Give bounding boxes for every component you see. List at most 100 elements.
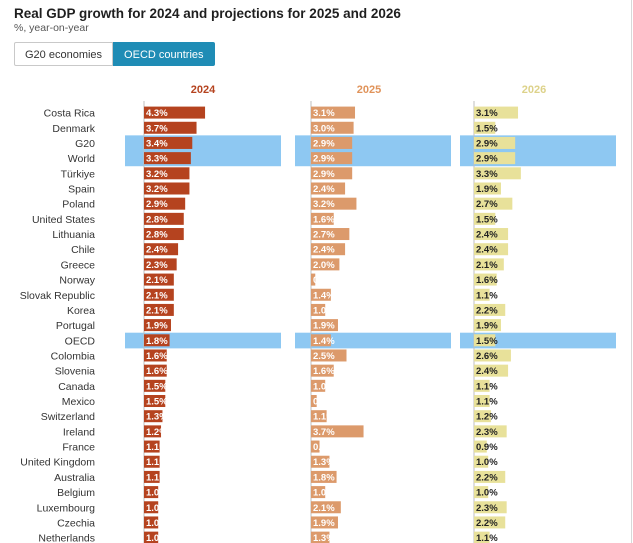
data-label-2025: 1.1%: [313, 412, 335, 423]
category-label: Türkiye: [61, 168, 96, 180]
data-label-2026: 2.2%: [476, 518, 498, 529]
bar-2026: [474, 410, 492, 423]
data-label-2025: 0.3%: [313, 275, 335, 286]
data-label-2024: 2.3%: [146, 260, 168, 271]
data-label-2024: 2.8%: [146, 230, 168, 241]
data-label-2025: 2.9%: [313, 138, 335, 149]
bar-2026: [474, 243, 509, 256]
bar-2026: [474, 228, 509, 241]
category-label: Greece: [61, 259, 96, 271]
bar-2025: [311, 121, 354, 134]
data-label-2026: 2.4%: [476, 245, 498, 256]
bar-2025: [311, 182, 346, 195]
data-label-2024: 1.3%: [146, 412, 168, 423]
bar-2024: [144, 531, 159, 543]
bar-2025: [311, 228, 350, 241]
data-label-2025: 2.5%: [313, 351, 335, 362]
category-label: Norway: [59, 275, 95, 287]
bar-2025: [311, 349, 347, 362]
category-label: G20: [75, 138, 95, 150]
category-label: Luxembourg: [37, 502, 96, 514]
bar-2026: [474, 106, 519, 119]
data-label-2026: 1.0%: [476, 457, 498, 468]
bar-2024: [144, 197, 186, 210]
data-label-2024: 2.1%: [146, 305, 168, 316]
data-label-2024: 1.0%: [146, 503, 168, 514]
data-label-2026: 2.6%: [476, 351, 498, 362]
bar-2025: [311, 425, 364, 438]
category-label: Lithuania: [52, 229, 95, 241]
bar-2024: [144, 410, 163, 423]
bar-2024: [144, 334, 170, 347]
category-label: Australia: [54, 472, 95, 484]
category-label: Mexico: [62, 396, 95, 408]
bar-2026: [474, 334, 496, 347]
data-label-2025: 1.8%: [313, 472, 335, 483]
data-label-2026: 1.6%: [476, 275, 498, 286]
data-label-2025: 1.4%: [313, 290, 335, 301]
bar-2026: [474, 121, 496, 134]
tab-g20-economies[interactable]: G20 economies: [14, 42, 114, 66]
bar-2025: [311, 516, 338, 529]
bar-2025: [311, 106, 356, 119]
series-header-2026: 2026: [522, 84, 546, 96]
bar-2025: [311, 288, 331, 301]
tab-oecd-countries[interactable]: OECD countries: [113, 42, 215, 66]
data-label-2025: 3.2%: [313, 199, 335, 210]
data-label-2025: 1.3%: [313, 457, 335, 468]
data-label-2024: 2.8%: [146, 214, 168, 225]
data-label-2024: 1.0%: [146, 488, 168, 499]
bar-2024: [144, 455, 160, 468]
category-label: Portugal: [56, 320, 95, 332]
category-label: Colombia: [51, 350, 96, 362]
bar-2026: [474, 486, 489, 499]
bar-2025: [311, 395, 317, 408]
data-label-2024: 3.7%: [146, 123, 168, 134]
bar-2024: [144, 212, 184, 225]
category-label: Switzerland: [41, 411, 95, 423]
data-label-2026: 1.9%: [476, 184, 498, 195]
data-label-2025: 2.4%: [313, 184, 335, 195]
chart-subtitle: %, year-on-year: [14, 22, 89, 34]
data-label-2024: 3.2%: [146, 169, 168, 180]
data-label-2026: 1.9%: [476, 321, 498, 332]
category-label: United States: [32, 214, 95, 226]
series-header-2024: 2024: [191, 84, 216, 96]
category-label: OECD: [65, 335, 96, 347]
bar-2025: [311, 258, 340, 271]
data-label-2025: 3.0%: [313, 123, 335, 134]
data-label-2025: 3.7%: [313, 427, 335, 438]
data-label-2026: 0.9%: [476, 442, 498, 453]
data-label-2024: 3.2%: [146, 184, 168, 195]
bar-2026: [474, 440, 487, 453]
category-label: United Kingdom: [20, 457, 95, 469]
data-label-2024: 1.1%: [146, 472, 168, 483]
bar-2024: [144, 364, 167, 377]
data-label-2025: 1.9%: [313, 321, 335, 332]
data-label-2026: 2.3%: [476, 503, 498, 514]
bar-2026: [474, 349, 511, 362]
bar-2026: [474, 212, 496, 225]
category-label: Ireland: [63, 426, 95, 438]
data-label-2026: 1.5%: [476, 123, 498, 134]
category-label: Poland: [62, 199, 95, 211]
category-label: Slovak Republic: [20, 290, 95, 302]
data-label-2024: 1.2%: [146, 427, 168, 438]
bar-2024: [144, 288, 174, 301]
bar-2024: [144, 379, 166, 392]
data-label-2026: 3.1%: [476, 108, 498, 119]
data-label-2025: 1.4%: [313, 336, 335, 347]
data-label-2024: 1.5%: [146, 397, 168, 408]
category-label: Spain: [68, 183, 95, 195]
category-label: Denmark: [52, 123, 95, 135]
bar-2026: [474, 152, 516, 165]
data-label-2026: 2.7%: [476, 199, 498, 210]
category-label: Slovenia: [55, 366, 95, 378]
data-label-2024: 1.1%: [146, 442, 168, 453]
data-label-2024: 2.1%: [146, 290, 168, 301]
bar-2026: [474, 455, 489, 468]
tab-bar: G20 economies OECD countries: [14, 42, 215, 66]
category-label: Netherlands: [38, 533, 95, 543]
bar-2025: [311, 455, 330, 468]
